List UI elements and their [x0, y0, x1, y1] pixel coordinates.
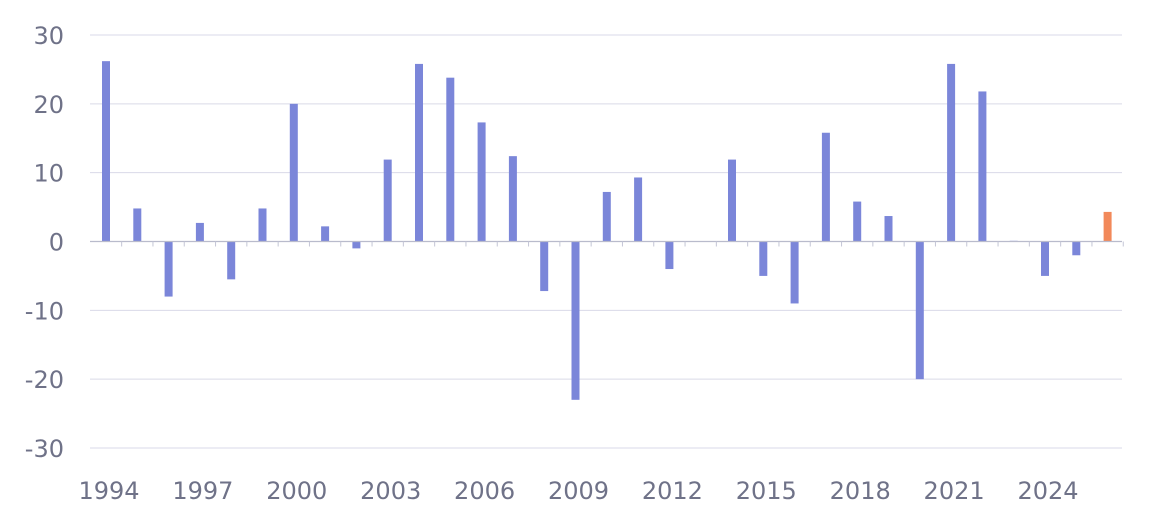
bar-2007 — [508, 156, 517, 242]
x-tick-label: 2003 — [360, 477, 421, 505]
x-tick-label: 2024 — [1017, 477, 1078, 505]
x-tick-label: 2018 — [830, 477, 891, 505]
bar-2015 — [759, 241, 768, 276]
x-tick-label: 2021 — [924, 477, 985, 505]
bar-1996 — [164, 241, 173, 297]
x-tick-label: 2015 — [736, 477, 797, 505]
bar-2008 — [540, 241, 549, 292]
bar-2004 — [415, 63, 423, 242]
bar-2026 — [1103, 211, 1112, 242]
bar-2012 — [665, 241, 674, 270]
bar-2025 — [1072, 241, 1081, 256]
bar-2018 — [853, 201, 862, 242]
bar-2003 — [383, 159, 392, 242]
bar-2009 — [571, 241, 580, 400]
zero-axis — [90, 240, 1124, 247]
x-axis-ticks: 1994 1997 2000 2003 2006 2009 2012 2015 2018 2021… — [78, 477, 1078, 505]
x-tick-label: 1994 — [78, 477, 139, 505]
x-tick-label: 2000 — [266, 477, 327, 505]
bar-2021 — [947, 63, 956, 242]
y-axis-ticks: 30 20 10 0 -10 -20 -30 — [25, 22, 64, 463]
bar-2010 — [602, 191, 611, 242]
y-tick-label: 20 — [33, 91, 64, 119]
bar-2000 — [289, 103, 298, 242]
bar-2011 — [634, 177, 643, 242]
bar-2005 — [446, 77, 455, 242]
y-tick-label: -30 — [25, 435, 64, 463]
x-tick-label: 2012 — [642, 477, 703, 505]
bar-2024 — [1041, 241, 1049, 276]
y-tick-label: 10 — [33, 160, 64, 188]
y-tick-label: -20 — [25, 366, 64, 394]
x-tick-label: 1997 — [172, 477, 233, 505]
y-tick-label: 30 — [33, 22, 64, 50]
bar-2022 — [978, 91, 987, 242]
bar-1995 — [133, 208, 142, 242]
bar-2014 — [728, 159, 736, 242]
bar-2016 — [790, 241, 799, 304]
bar-2020 — [915, 241, 924, 380]
bar-1997 — [195, 222, 204, 242]
y-tick-label: 0 — [49, 229, 64, 257]
bar-1998 — [227, 241, 236, 280]
bar-2017 — [821, 132, 830, 242]
bar-2019 — [884, 216, 893, 242]
bar-2002 — [352, 241, 361, 249]
x-tick-label: 2006 — [454, 477, 515, 505]
y-tick-label: -10 — [25, 297, 64, 325]
bar-1994 — [102, 61, 110, 242]
gridlines — [90, 34, 1122, 449]
bar-2006 — [477, 122, 486, 242]
x-tick-label: 2009 — [548, 477, 609, 505]
bar-2001 — [321, 226, 330, 242]
bars — [102, 61, 1112, 400]
bar-1999 — [258, 208, 267, 242]
